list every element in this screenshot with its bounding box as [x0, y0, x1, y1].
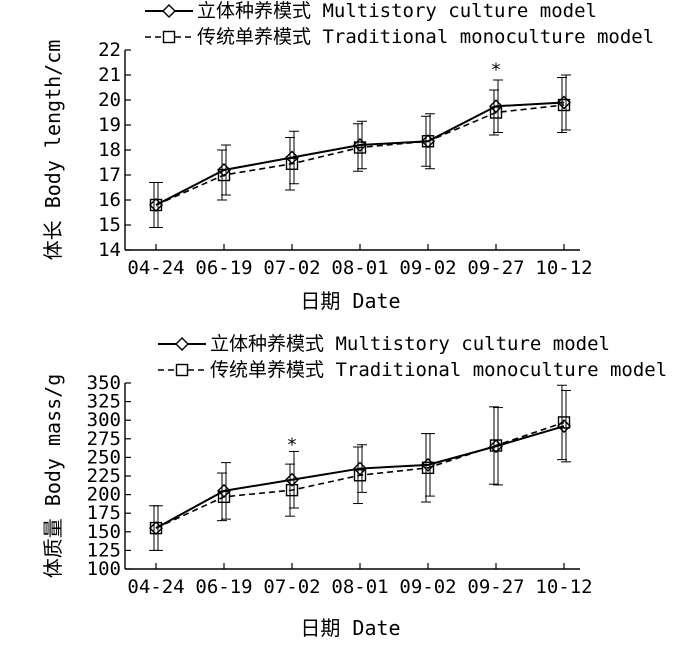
data-point-square — [217, 168, 231, 182]
data-point-square — [149, 198, 163, 212]
data-point-square — [489, 439, 503, 452]
x-tick-label: 10-12 — [535, 257, 592, 279]
y-tick-label: 250 — [87, 446, 121, 468]
data-point-square — [421, 461, 435, 475]
x-tick-label: 08-01 — [331, 576, 388, 598]
series-line — [155, 425, 565, 529]
y-tick-label: 14 — [98, 239, 121, 261]
x-tick-label: 07-02 — [263, 576, 320, 598]
data-point-square — [149, 521, 163, 535]
y-tick-label: 175 — [87, 502, 121, 524]
x-tick-label: 09-27 — [467, 257, 524, 279]
data-point-diamond — [285, 472, 299, 487]
data-point-square — [285, 157, 299, 170]
legend: 立体种养模式 Multistory culture model 传统单养模式 Tr… — [158, 333, 667, 381]
y-axis-label: 体质量 Body mass/g — [41, 374, 65, 579]
y-tick-label: 350 — [87, 372, 121, 394]
legend-marker-square — [162, 30, 176, 44]
x-tick-label: 09-02 — [399, 576, 456, 598]
y-tick-label: 18 — [98, 139, 121, 161]
x-tick-label: 04-24 — [127, 576, 184, 598]
y-tick-label: 15 — [98, 214, 121, 236]
x-tick-label: 10-12 — [535, 576, 592, 598]
x-tick-label: 09-27 — [467, 576, 524, 598]
data-point-square — [557, 98, 571, 112]
y-tick-label: 100 — [87, 558, 121, 580]
series-monoculture — [149, 384, 571, 551]
x-tick-label: 06-19 — [195, 257, 252, 279]
series-multistory — [149, 74, 571, 228]
legend: 立体种养模式 Multistory culture model 传统单养模式 Tr… — [145, 0, 654, 48]
x-tick-label: 08-01 — [331, 257, 388, 279]
x-tick-label: 07-02 — [263, 257, 320, 279]
data-point-square — [557, 416, 571, 429]
significance-marker: * — [288, 435, 297, 456]
series-line — [155, 421, 565, 529]
legend-label: 立体种养模式 Multistory culture model — [210, 333, 610, 355]
series-monoculture — [149, 77, 571, 228]
series-line — [155, 104, 565, 206]
x-tick-label: 09-02 — [399, 257, 456, 279]
data-point-diamond — [353, 138, 367, 152]
data-point-square — [353, 141, 367, 154]
x-tick-label: 06-19 — [195, 576, 252, 598]
data-point-square — [489, 106, 503, 119]
data-point-square — [217, 490, 231, 504]
y-tick-label: 225 — [87, 465, 121, 487]
y-axis-label: 体长 Body length/cm — [41, 40, 65, 261]
y-tick-label: 325 — [87, 391, 121, 413]
y-tick-label: 200 — [87, 484, 121, 506]
series-line — [155, 101, 565, 206]
legend-marker-diamond — [175, 337, 189, 351]
y-tick-label: 275 — [87, 428, 121, 450]
y-tick-label: 300 — [87, 409, 121, 431]
y-tick-label: 150 — [87, 521, 121, 543]
data-point-square — [421, 135, 435, 148]
y-tick-label: 125 — [87, 539, 121, 561]
legend-marker-diamond — [162, 4, 176, 18]
data-point-diamond — [557, 95, 571, 110]
legend-marker-square — [175, 363, 189, 377]
legend-label: 传统单养模式 Traditional monoculture model — [197, 26, 654, 48]
y-tick-label: 22 — [98, 39, 121, 61]
chart-1: 14 15 16 17 18 19 20 21 22 04-24 06-19 07-02 08-01 09… — [41, 0, 654, 313]
y-tick-label: 21 — [98, 64, 121, 86]
y-tick-label: 17 — [98, 164, 121, 186]
y-tick-label: 20 — [98, 89, 121, 111]
y-tick-label: 16 — [98, 189, 121, 211]
x-axis-label: 日期 Date — [300, 616, 400, 640]
legend-label: 立体种养模式 Multistory culture model — [197, 0, 597, 22]
data-point-diamond — [489, 439, 503, 454]
y-tick-label: 19 — [98, 114, 121, 136]
data-point-square — [285, 483, 299, 497]
significance-marker: * — [492, 60, 501, 81]
x-axis-label: 日期 Date — [300, 289, 400, 313]
data-point-diamond — [217, 163, 231, 177]
legend-label: 传统单养模式 Traditional monoculture model — [210, 359, 667, 381]
data-point-square — [353, 469, 367, 482]
x-tick-label: 04-24 — [127, 257, 184, 279]
